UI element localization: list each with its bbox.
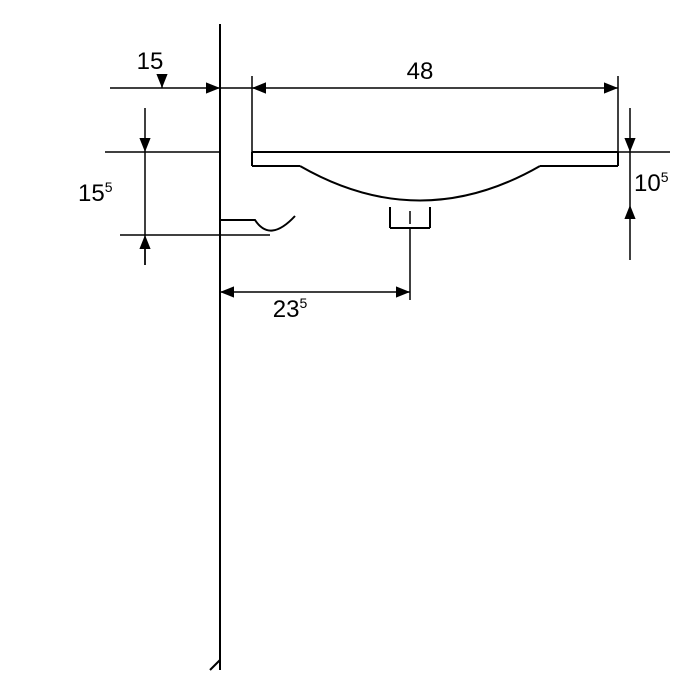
diagram-canvas: 15 48 155 105 235 <box>0 0 696 696</box>
dim-label-23-5: 235 <box>273 296 308 324</box>
diagram-svg <box>0 0 696 696</box>
dim-label-10-5: 105 <box>634 170 669 198</box>
dim-label-15: 15 <box>137 48 164 76</box>
dim-label-15-5: 155 <box>78 180 113 208</box>
dim-label-48: 48 <box>407 58 434 86</box>
